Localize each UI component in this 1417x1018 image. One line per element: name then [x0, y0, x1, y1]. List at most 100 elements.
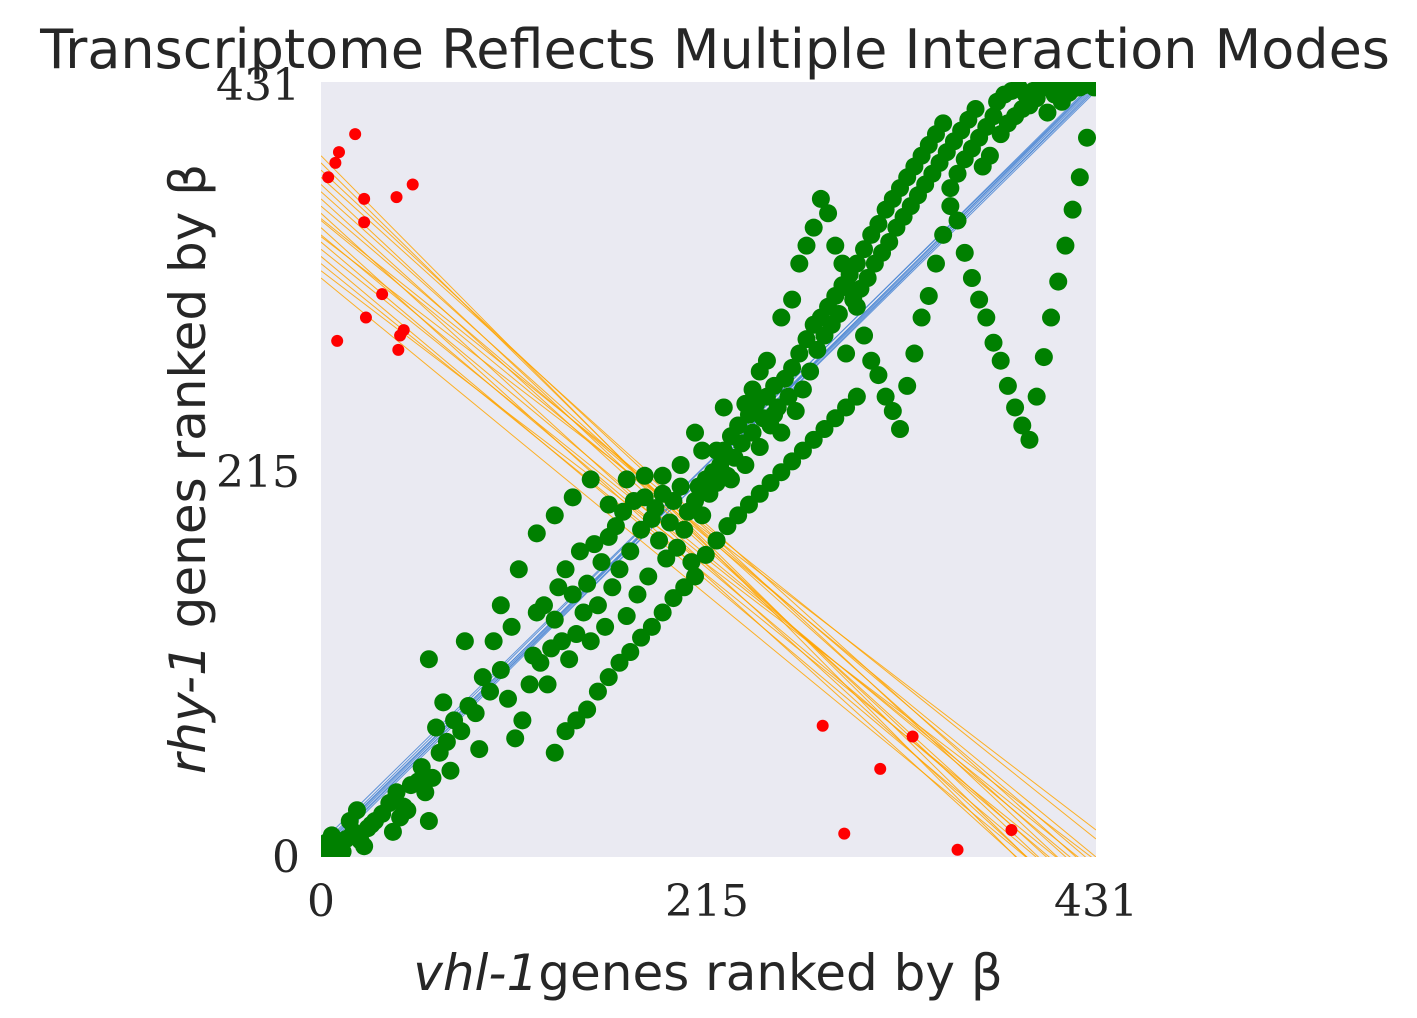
positive-data-point: [682, 553, 701, 572]
positive-data-point: [491, 596, 510, 615]
positive-data-point: [1042, 308, 1061, 327]
positive-data-point: [534, 596, 553, 615]
negative-fit-line: [321, 263, 1057, 857]
positive-data-point: [926, 254, 945, 273]
negative-fit-line: [321, 227, 1018, 857]
positive-data-point: [563, 585, 582, 604]
positive-data-point: [786, 402, 805, 421]
positive-data-point: [736, 394, 755, 413]
positive-data-point: [984, 333, 1003, 352]
negative-data-point: [1005, 824, 1018, 837]
x-tick-label: 215: [665, 876, 749, 927]
positive-data-point: [355, 837, 374, 856]
positive-data-point: [671, 456, 690, 475]
positive-data-point: [855, 240, 874, 259]
positive-data-point: [998, 376, 1017, 395]
positive-data-point: [387, 783, 406, 802]
positive-data-point: [948, 164, 967, 183]
positive-data-point: [653, 603, 672, 622]
positive-data-point: [858, 268, 877, 287]
positive-data-point: [757, 351, 776, 370]
y-tick-labels: 0 215 431: [216, 60, 300, 883]
positive-data-point: [912, 308, 931, 327]
positive-data-point: [585, 535, 604, 554]
positive-data-point: [437, 732, 456, 751]
positive-data-point: [876, 387, 895, 406]
positive-data-point: [1049, 272, 1068, 291]
positive-data-point: [578, 574, 597, 593]
negative-fit-line: [321, 212, 1028, 857]
negative-data-point: [376, 288, 389, 301]
negative-data-point: [329, 156, 342, 169]
positive-data-point: [880, 233, 899, 252]
positive-data-point: [721, 470, 740, 489]
negative-data-point: [358, 192, 371, 205]
positive-data-point: [883, 402, 902, 421]
positive-data-point: [567, 625, 586, 644]
y-tick-label: 431: [216, 60, 300, 111]
positive-data-point: [934, 225, 953, 244]
chart-title: Transcriptome Reflects Multiple Interact…: [39, 18, 1390, 81]
positive-data-point: [563, 488, 582, 507]
negative-data-point: [816, 719, 829, 732]
positive-data-point: [646, 499, 665, 518]
positive-data-point: [570, 542, 589, 561]
positive-data-point: [481, 682, 500, 701]
positive-data-point: [441, 761, 460, 780]
positive-data-point: [779, 387, 798, 406]
positive-data-point: [772, 423, 791, 442]
negative-data-point: [390, 191, 403, 204]
y-tick-label: 0: [272, 832, 300, 883]
positive-data-point: [707, 441, 726, 460]
positive-data-point: [941, 197, 960, 216]
positive-data-point: [905, 344, 924, 363]
negative-data-point: [397, 324, 410, 337]
positive-data-point: [423, 768, 442, 787]
positive-data-point: [977, 308, 996, 327]
y-axis-label: rhy-1 genes ranked by β: [159, 164, 217, 774]
negative-data-point: [406, 178, 419, 191]
negative-fit-line: [321, 218, 1096, 840]
positive-data-point: [790, 344, 809, 363]
positive-data-point: [693, 506, 712, 525]
positive-data-point: [783, 358, 802, 377]
negative-fit-line: [321, 176, 1077, 857]
positive-data-point: [686, 491, 705, 510]
positive-data-point: [581, 470, 600, 489]
negative-data-point: [332, 146, 345, 159]
positive-data-point: [1006, 398, 1025, 417]
positive-data-point: [599, 668, 618, 687]
positive-data-point: [552, 632, 571, 651]
positive-data-point: [545, 743, 564, 762]
negative-data-point: [358, 216, 371, 229]
positive-data-point: [639, 567, 658, 586]
positive-data-point: [862, 351, 881, 370]
y-axis-label-gene: rhy-1: [159, 644, 217, 774]
positive-data-point: [919, 286, 938, 305]
positive-data-point: [1078, 128, 1096, 147]
positive-data-point: [560, 650, 579, 669]
positive-data-point: [664, 491, 683, 510]
positive-data-point: [934, 114, 953, 133]
y-tick-label: 215: [216, 447, 300, 498]
positive-data-point: [668, 538, 687, 557]
positive-data-point: [578, 700, 597, 719]
positive-data-point: [509, 560, 528, 579]
positive-data-point: [419, 650, 438, 669]
positive-data-point: [1038, 103, 1057, 122]
positive-data-point: [506, 729, 525, 748]
negative-data-point: [874, 762, 887, 775]
positive-data-point: [470, 740, 489, 759]
positive-data-point: [829, 304, 848, 323]
positive-data-point: [869, 215, 888, 234]
positive-data-point: [819, 204, 838, 223]
positive-data-point: [743, 423, 762, 442]
positive-data-point: [499, 689, 518, 708]
positive-data-point: [581, 632, 600, 651]
negative-data-point: [331, 334, 344, 347]
positive-data-point: [1063, 200, 1082, 219]
positive-data-point: [772, 308, 791, 327]
positive-data-point: [898, 376, 917, 395]
positive-data-point: [491, 660, 510, 679]
positive-data-point: [628, 585, 647, 604]
